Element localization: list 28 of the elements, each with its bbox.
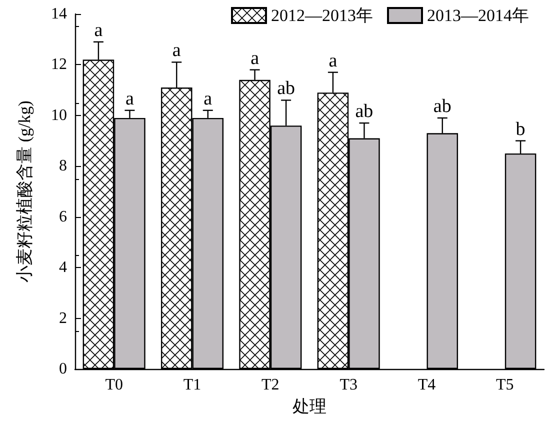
- y-tick-label: 12: [51, 56, 67, 74]
- y-tick-label: 2: [59, 310, 67, 327]
- x-tick-label: T2: [262, 376, 280, 394]
- y-tick-label: 14: [51, 6, 67, 22]
- y-tick-label: 6: [59, 208, 67, 226]
- y-tick-label: 10: [51, 106, 67, 124]
- data-label: ab: [433, 96, 452, 117]
- y-tick-label: 8: [59, 158, 67, 175]
- data-label: a: [126, 88, 134, 110]
- x-tick-label: T3: [340, 376, 358, 394]
- x-tick-label: T0: [105, 376, 123, 394]
- data-label: a: [204, 88, 213, 110]
- legend-label: 2012—2013年: [271, 6, 373, 25]
- data-label: ab: [277, 78, 296, 100]
- data-label: a: [172, 40, 182, 62]
- legend-label: 2013—2014年: [427, 6, 529, 25]
- data-label: a: [94, 20, 104, 41]
- x-tick-label: T4: [418, 376, 436, 394]
- x-tick-label: T1: [183, 376, 202, 394]
- data-label: ab: [355, 101, 374, 122]
- y-tick-label: 4: [59, 259, 67, 276]
- x-tick-label: T5: [496, 376, 514, 394]
- x-axis-title: 处理: [292, 396, 326, 416]
- y-axis-title: 小麦籽粒植酸含量 (g/kg): [15, 100, 34, 282]
- data-label: a: [328, 50, 338, 72]
- data-label: a: [250, 48, 260, 69]
- y-tick-label: 0: [59, 360, 67, 378]
- data-label: b: [516, 118, 526, 140]
